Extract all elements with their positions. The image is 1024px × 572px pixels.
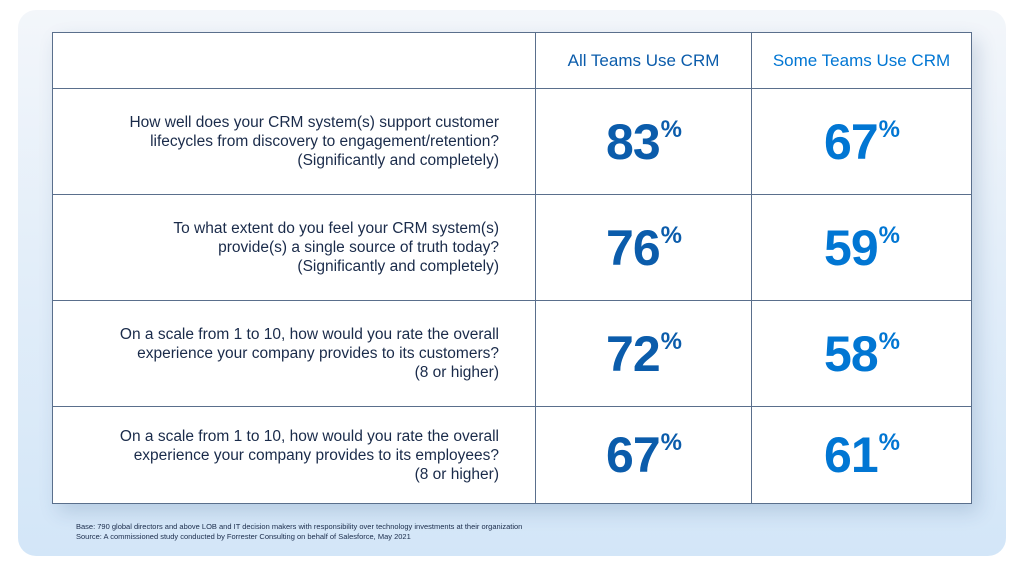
some-teams-value: 61%: [751, 406, 972, 504]
footnote-base: Base: 790 global directors and above LOB…: [76, 522, 523, 531]
all-teams-value: 76%: [535, 194, 752, 301]
crm-comparison-table: All Teams Use CRM Some Teams Use CRM How…: [52, 32, 972, 504]
header-some-teams: Some Teams Use CRM: [751, 32, 972, 89]
percent-sign: %: [878, 221, 900, 249]
some-teams-value: 58%: [751, 300, 972, 407]
question-line: On a scale from 1 to 10, how would you r…: [119, 326, 499, 343]
some-teams-value: 59%: [751, 194, 972, 301]
question-cell: On a scale from 1 to 10, how would you r…: [52, 406, 536, 504]
question-cell: On a scale from 1 to 10, how would you r…: [52, 300, 536, 407]
question-line: To what extent do you feel your CRM syst…: [173, 220, 499, 237]
table-row: On a scale from 1 to 10, how would you r…: [52, 300, 972, 407]
some-teams-value: 67%: [751, 88, 972, 195]
question-qualifier: (8 or higher): [414, 364, 499, 381]
table-row: On a scale from 1 to 10, how would you r…: [52, 406, 972, 504]
table-row: How well does your CRM system(s) support…: [52, 88, 972, 195]
percent-sign: %: [660, 221, 682, 249]
header-all-teams: All Teams Use CRM: [535, 32, 752, 89]
footnote-source: Source: A commissioned study conducted b…: [76, 532, 411, 541]
question-cell: How well does your CRM system(s) support…: [52, 88, 536, 195]
percent-sign: %: [878, 327, 900, 355]
value-number: 59: [824, 219, 879, 276]
value-number: 67: [824, 113, 879, 170]
value-number: 72: [606, 325, 661, 382]
question-qualifier: (Significantly and completely): [297, 258, 499, 275]
footnote: Base: 790 global directors and above LOB…: [76, 522, 522, 542]
question-qualifier: (8 or higher): [414, 465, 499, 483]
value-number: 76: [606, 219, 661, 276]
all-teams-value: 72%: [535, 300, 752, 407]
question-cell: To what extent do you feel your CRM syst…: [52, 194, 536, 301]
empty-header-cell: [52, 32, 536, 89]
all-teams-value: 67%: [535, 406, 752, 504]
question-qualifier: (Significantly and completely): [297, 152, 499, 169]
question-line: provide(s) a single source of truth toda…: [218, 239, 499, 256]
percent-sign: %: [660, 327, 682, 355]
header-row: All Teams Use CRM Some Teams Use CRM: [52, 32, 972, 89]
value-number: 58: [824, 325, 879, 382]
percent-sign: %: [878, 429, 900, 456]
percent-sign: %: [660, 115, 682, 143]
question-line: experience your company provides to its …: [137, 345, 499, 362]
question-line: On a scale from 1 to 10, how would you r…: [119, 427, 499, 445]
all-teams-value: 83%: [535, 88, 752, 195]
percent-sign: %: [878, 115, 900, 143]
question-line: How well does your CRM system(s) support…: [129, 114, 499, 131]
question-line: experience your company provides to its …: [133, 446, 499, 464]
value-number: 67: [606, 427, 661, 483]
question-line: lifecycles from discovery to engagement/…: [150, 133, 499, 150]
table-row: To what extent do you feel your CRM syst…: [52, 194, 972, 301]
value-number: 83: [606, 113, 661, 170]
percent-sign: %: [660, 429, 682, 456]
value-number: 61: [824, 427, 879, 483]
